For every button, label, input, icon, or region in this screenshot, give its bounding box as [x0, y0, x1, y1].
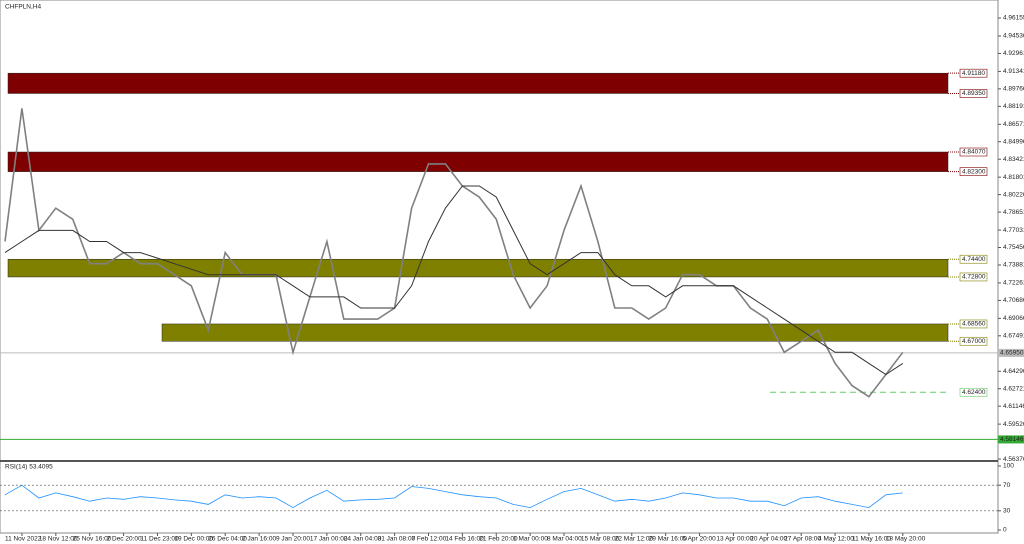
y-tick-label: 4.86571 [1003, 121, 1024, 128]
y-tick-label: 4.91341 [1003, 68, 1024, 75]
y-tick-label: 4.64296 [1003, 368, 1024, 375]
y-tick-label: 4.67491 [1003, 333, 1024, 340]
y-tick-label: 4.72261 [1003, 280, 1024, 287]
y-tick-label: 4.73881 [1003, 262, 1024, 269]
x-tick-label: 2 Jan 16:00 [242, 536, 276, 543]
rsi-tick-label: 70 [1003, 482, 1011, 489]
zone [7, 151, 949, 172]
zone-label-box [959, 272, 988, 282]
x-tick-label: 17 Jan 00:00 [310, 536, 348, 543]
zone [7, 72, 949, 94]
y-tick-label: 4.70686 [1003, 297, 1024, 304]
zone-label: 4.82300 [962, 168, 986, 175]
rsi-tick-label: 100 [1003, 463, 1014, 470]
y-tick-label: 4.56376 [1003, 456, 1024, 463]
zone-label-box [959, 254, 988, 264]
y-tick-label: 4.83421 [1003, 156, 1024, 163]
y-tick-label: 4.61146 [1003, 403, 1024, 410]
x-tick-label: 18 Nov 12:00 [39, 536, 78, 543]
frame [0, 0, 999, 534]
y-tick-label: 4.96155 [1003, 15, 1024, 22]
level-label: 4.62400 [962, 389, 986, 396]
y-tick-label: 4.75456 [1003, 244, 1024, 251]
level-label: 4.58146 [1000, 436, 1024, 443]
zone-label: 4.72800 [962, 274, 986, 281]
x-tick-label: 14 Feb 16:00 [445, 536, 484, 543]
x-tick-label: 9 Jan 20:00 [276, 536, 310, 543]
x-tick-label: 8 Mar 04:00 [547, 536, 582, 543]
y-tick-label: 4.81801 [1003, 174, 1024, 181]
zone-label-box [959, 319, 988, 329]
y-tick-label: 4.94536 [1003, 33, 1024, 40]
rsi-label: RSI(14) 53.4095 [5, 464, 53, 471]
x-tick-label: 18 May 20:00 [886, 536, 926, 543]
zone [161, 323, 949, 342]
price-line [4, 108, 904, 398]
zone-label-box [959, 167, 988, 176]
x-tick-label: 21 Feb 20:00 [479, 536, 518, 543]
x-tick-label: 2 Dec 20:00 [107, 536, 142, 543]
zone-label: 4.91180 [962, 70, 985, 77]
zone-label-box [959, 336, 988, 346]
level-label-box [998, 348, 1024, 357]
zone-label-box [959, 68, 988, 78]
x-tick-label: 11 Dec 23:00 [140, 536, 179, 543]
x-tick-label: 15 Mar 08:00 [581, 536, 620, 543]
x-tick-label: 11 Nov 2022 [5, 536, 42, 543]
level-label-box [959, 387, 988, 397]
x-tick-label: 24 Jan 04:00 [344, 536, 382, 543]
rsi-line [4, 484, 903, 509]
zone-label-box [959, 147, 988, 157]
x-tick-label: 26 Dec 04:00 [208, 536, 247, 543]
y-tick-label: 4.88191 [1003, 103, 1024, 110]
level-label: 4.65950 [1000, 350, 1024, 357]
x-tick-label: 22 Mar 12:00 [615, 536, 654, 543]
chart-title: CHFPLN,H4 [5, 4, 42, 11]
zone-label: 4.84070 [962, 149, 986, 156]
x-tick-label: 13 Apr 00:00 [716, 536, 753, 543]
x-tick-label: 20 Apr 04:00 [750, 536, 787, 543]
x-tick-label: 25 Nov 16:00 [73, 536, 112, 543]
x-tick-label: 27 Apr 08:00 [784, 536, 821, 543]
y-tick-label: 4.77031 [1003, 227, 1024, 234]
x-tick-label: 5 Apr 20:00 [683, 536, 717, 543]
rsi-tick-label: 0 [1003, 527, 1007, 534]
x-tick-label: 31 Jan 08:00 [378, 536, 416, 543]
level-label-box [998, 435, 1024, 444]
x-tick-label: 7 Feb 12:00 [412, 536, 447, 543]
zone [7, 258, 949, 278]
y-tick-label: 4.84996 [1003, 138, 1024, 145]
y-tick-label: 4.89766 [1003, 86, 1024, 93]
x-tick-label: 29 Mar 16:00 [649, 536, 688, 543]
rsi-tick-label: 30 [1003, 508, 1011, 515]
zone-label: 4.67000 [962, 338, 986, 345]
zone-label-box [959, 89, 988, 98]
y-tick-label: 4.59526 [1003, 421, 1024, 428]
zone-label: 4.68560 [962, 321, 986, 328]
x-tick-label: 4 May 12:00 [818, 536, 854, 543]
y-tick-label: 4.92961 [1003, 50, 1024, 57]
y-tick-label: 4.69066 [1003, 315, 1024, 322]
y-tick-label: 4.62721 [1003, 385, 1024, 392]
x-tick-label: 1 Mar 00:00 [513, 536, 548, 543]
zone-label: 4.89350 [962, 90, 986, 97]
x-tick-label: 11 May 16:00 [852, 536, 891, 543]
y-tick-label: 4.78651 [1003, 209, 1024, 216]
y-tick-label: 4.80226 [1003, 191, 1024, 198]
zone-label: 4.74400 [962, 256, 986, 263]
x-tick-label: 19 Dec 00:00 [174, 536, 213, 543]
moving-average [4, 185, 904, 376]
